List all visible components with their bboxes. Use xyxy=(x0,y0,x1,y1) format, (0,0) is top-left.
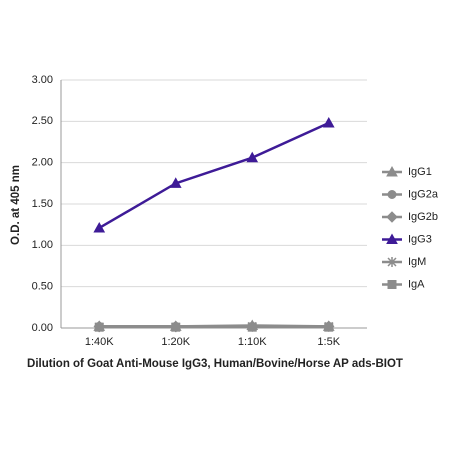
y-tick-label: 0.50 xyxy=(32,281,53,293)
legend-label: IgG2a xyxy=(408,188,439,200)
data-point xyxy=(171,322,181,332)
legend-marker xyxy=(387,280,397,289)
legend-marker xyxy=(386,165,398,177)
legend-marker xyxy=(386,233,398,244)
data-point xyxy=(93,221,106,233)
legend-marker xyxy=(387,257,397,267)
y-tick-label: 1.50 xyxy=(32,198,53,210)
data-point xyxy=(324,322,334,332)
y-tick-label: 2.50 xyxy=(32,115,53,127)
x-tick-label: 1:10K xyxy=(238,336,267,348)
x-tick-label: 1:5K xyxy=(317,336,340,348)
y-axis-title: O.D. at 405 nm xyxy=(10,165,22,245)
series-line xyxy=(98,121,330,230)
legend-label: IgA xyxy=(408,278,425,290)
data-point xyxy=(247,322,257,332)
legend-marker xyxy=(387,190,397,199)
data-point xyxy=(94,322,104,332)
y-tick-label: 0.00 xyxy=(32,322,53,334)
x-axis-title: Dilution of Goat Anti-Mouse IgG3, Human/… xyxy=(27,358,403,370)
data-point xyxy=(246,151,259,163)
legend-label: IgM xyxy=(408,256,426,268)
y-tick-label: 1.00 xyxy=(32,239,53,251)
legend-marker xyxy=(386,211,398,223)
legend-label: IgG3 xyxy=(408,233,432,245)
data-point xyxy=(322,116,335,128)
legend-label: IgG2b xyxy=(408,211,438,223)
x-tick-label: 1:40K xyxy=(85,336,114,348)
legend-label: IgG1 xyxy=(408,166,432,178)
x-tick-label: 1:20K xyxy=(161,336,190,348)
y-tick-label: 3.00 xyxy=(32,74,53,86)
data-point xyxy=(169,177,182,188)
y-tick-label: 2.00 xyxy=(32,157,53,169)
